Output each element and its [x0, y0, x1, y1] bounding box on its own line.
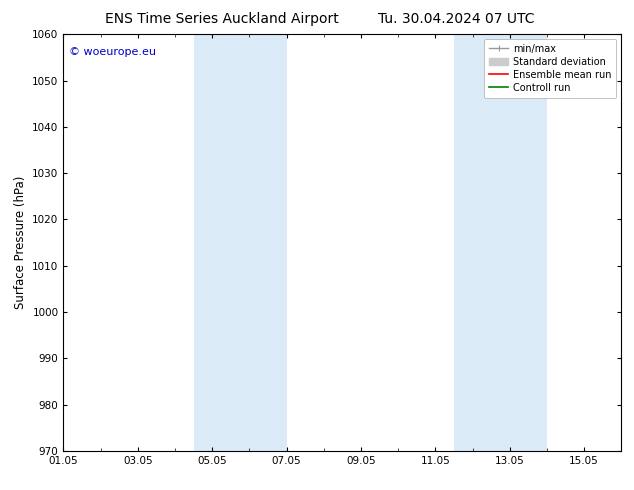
Text: ENS Time Series Auckland Airport: ENS Time Series Auckland Airport [105, 12, 339, 26]
Text: © woeurope.eu: © woeurope.eu [69, 47, 156, 57]
Bar [193, 34, 287, 451]
Bar [454, 34, 547, 451]
Text: Tu. 30.04.2024 07 UTC: Tu. 30.04.2024 07 UTC [378, 12, 534, 26]
Legend: min/max, Standard deviation, Ensemble mean run, Controll run: min/max, Standard deviation, Ensemble me… [484, 39, 616, 98]
Y-axis label: Surface Pressure (hPa): Surface Pressure (hPa) [14, 176, 27, 309]
